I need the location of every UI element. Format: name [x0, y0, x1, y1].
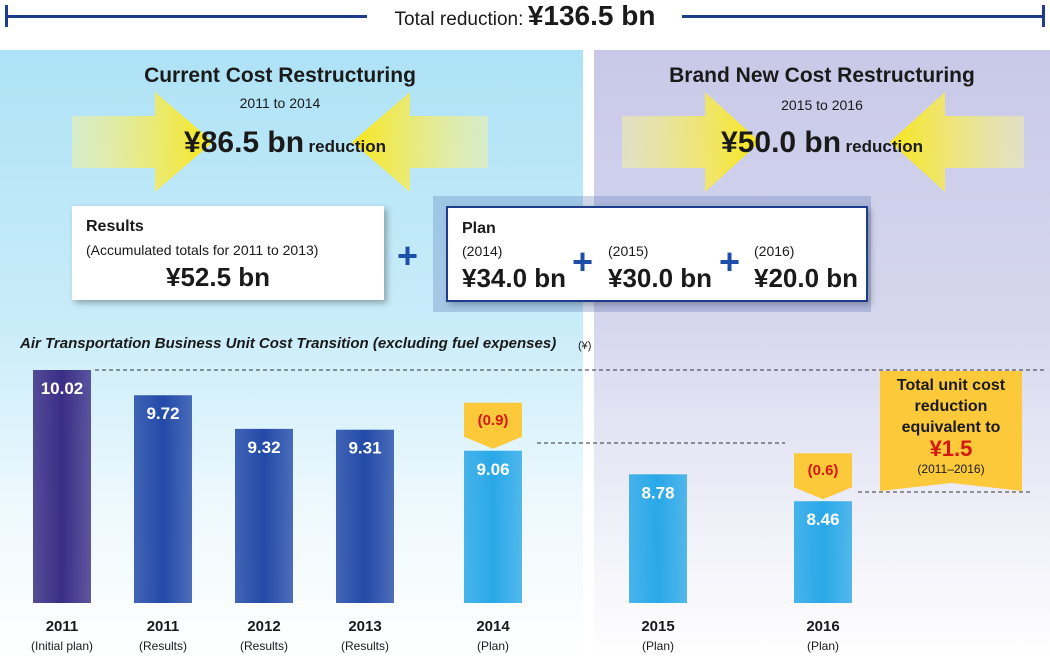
x-category-label: 2016: [806, 618, 839, 635]
plus-icon: +: [397, 235, 419, 276]
brand-new-amount-value: ¥50.0 bn: [721, 126, 842, 159]
total-reduction-label: Total reduction:: [394, 9, 524, 30]
chart-title: Air Transportation Business Unit Cost Tr…: [20, 335, 557, 352]
arrow-left-icon: [890, 92, 1024, 192]
bar-value-label: 8.78: [641, 483, 674, 502]
total-bracket-right-tick: [1042, 5, 1045, 27]
plan-title: Plan: [462, 220, 496, 237]
arrows-layer: [72, 92, 1024, 192]
x-sublabel: (Results): [240, 639, 288, 653]
plan-box: Plan (2014) ¥34.0 bn + (2015) ¥30.0 bn +…: [446, 206, 868, 302]
reduction-badge: [464, 402, 522, 449]
plan-year-2016: (2016): [754, 243, 795, 259]
unit-cost-bar-chart: 10.029.729.32 9.319.068.788.46(0.9)(0.6) …: [31, 369, 1045, 653]
plus-icon: +: [719, 241, 741, 282]
current-amount-suffix: reduction: [308, 137, 386, 156]
total-unit-cost-callout: Total unit cost reduction equivalent to …: [880, 375, 1022, 480]
x-sublabel: (Plan): [477, 639, 509, 653]
plan-value-2016: ¥20.0 bn: [754, 263, 859, 293]
x-category-label: 2015: [641, 618, 674, 635]
bar-3: [336, 429, 394, 603]
plan-value-2015: ¥30.0 bn: [608, 263, 713, 293]
arrow-right-icon: [622, 92, 760, 192]
x-sublabel: (Plan): [642, 639, 674, 653]
arrow-right-icon: [72, 92, 213, 192]
bar-4: [464, 450, 522, 603]
plus-icon: +: [572, 241, 594, 282]
x-category-label: 2012: [247, 618, 280, 635]
reduction-badge: [794, 453, 852, 500]
total-bracket-right-line: [682, 15, 1044, 18]
plan-value-2014: ¥34.0 bn: [462, 263, 567, 293]
bar-value-label: 9.32: [247, 438, 280, 457]
total-reduction-value: ¥136.5 bn: [527, 0, 656, 31]
plan-year-2014: (2014): [462, 243, 503, 259]
callout-amount: ¥1.5: [929, 436, 973, 461]
plan-year-2015: (2015): [608, 243, 649, 259]
current-amount-value: ¥86.5 bn: [184, 126, 305, 159]
results-value: ¥52.5 bn: [166, 262, 271, 292]
chart-unit: (¥): [578, 340, 592, 352]
callout-years: (2011–2016): [917, 462, 985, 476]
callout-line1: Total unit cost: [896, 377, 1006, 394]
x-category-label: 2014: [476, 618, 510, 635]
bar-value-label: 9.31: [348, 439, 381, 458]
callout-line2: reduction: [914, 398, 988, 415]
brand-new-amount: ¥50.0 bn reduction: [672, 126, 972, 160]
current-period: 2011 to 2014: [239, 95, 321, 111]
bar-6: [794, 501, 852, 603]
bar-0: [33, 370, 91, 603]
total-reduction: Total reduction: ¥136.5 bn: [370, 0, 680, 34]
results-note: (Accumulated totals for 2011 to 2013): [86, 242, 319, 258]
results-box: Results (Accumulated totals for 2011 to …: [72, 206, 384, 300]
brand-new-period: 2015 to 2016: [781, 97, 863, 113]
total-bracket-left-line: [5, 15, 367, 18]
x-category-label: 2011: [147, 618, 180, 635]
x-sublabel: (Results): [139, 639, 187, 653]
bar-value-label: 10.02: [41, 379, 84, 398]
x-sublabel: (Initial plan): [31, 639, 93, 653]
x-sublabel: (Plan): [807, 639, 839, 653]
bar-5: [629, 474, 687, 603]
arrow-left-icon: [352, 92, 488, 192]
reduction-badge-label: (0.9): [478, 412, 509, 429]
bar-value-label: 9.72: [146, 404, 179, 423]
bar-value-label: 8.46: [806, 510, 839, 529]
brand-new-amount-suffix: reduction: [845, 137, 923, 156]
results-title: Results: [86, 218, 144, 235]
bar-1: [134, 395, 192, 603]
bar-value-label: 9.06: [476, 460, 509, 479]
current-amount: ¥86.5 bn reduction: [140, 126, 430, 160]
current-title: Current Cost Restructuring: [144, 64, 416, 87]
x-category-label: 2011: [46, 618, 79, 635]
callout-shape: [880, 371, 1022, 491]
callout-line3: equivalent to: [901, 419, 1001, 436]
x-sublabel: (Results): [341, 639, 389, 653]
reduction-badge-label: (0.6): [808, 462, 839, 479]
bar-2: [235, 428, 293, 603]
x-category-label: 2013: [348, 618, 381, 635]
brand-new-title: Brand New Cost Restructuring: [669, 64, 975, 87]
